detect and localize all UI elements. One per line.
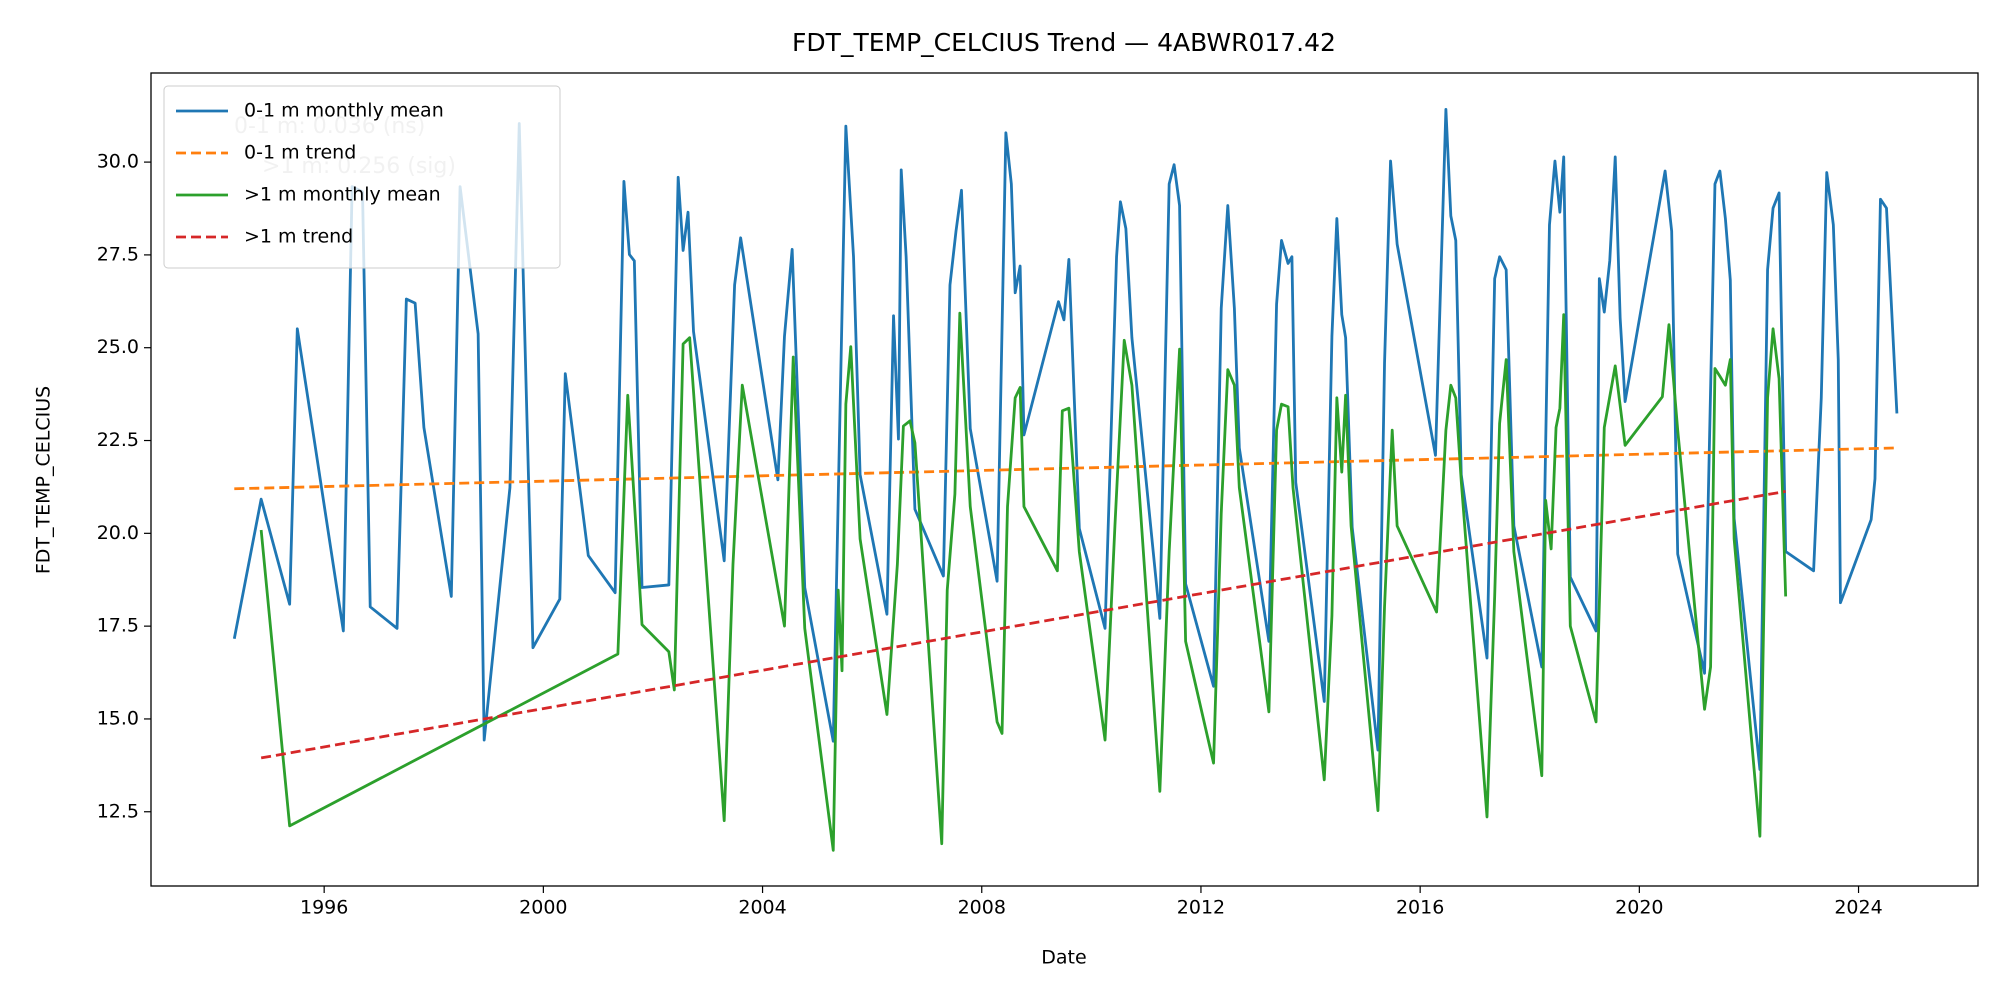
x-tick-label: 2020 [1615,897,1663,919]
plot-frame [150,72,1979,887]
x-tick-label: 2004 [738,897,786,919]
y-tick-label: 30.0 [97,151,139,173]
y-axis-label: FDT_TEMP_CELCIUS [33,386,55,574]
x-tick-label: 2024 [1834,897,1882,919]
series-line [259,311,1788,852]
y-tick-label: 20.0 [97,522,139,544]
x-tick-label: 2008 [958,897,1006,919]
x-tick-label: 1996 [300,897,348,919]
y-tick-label: 12.5 [97,800,139,822]
legend-label: 0-1 m monthly mean [244,100,444,122]
legend-label: >1 m monthly mean [244,184,441,206]
x-axis-label: Date [1041,947,1086,969]
series-line [234,446,1897,491]
y-tick-label: 17.5 [97,615,139,637]
y-tick-label: 25.0 [97,336,139,358]
y-tick-label: 27.5 [97,243,139,265]
chart-title: FDT_TEMP_CELCIUS Trend — 4ABWR017.42 [792,28,1336,57]
series-line [232,107,1899,771]
y-tick-label: 15.0 [97,707,139,729]
y-tick-label: 22.5 [97,429,139,451]
legend-box [163,85,561,269]
legend-label: 0-1 m trend [244,142,356,164]
x-tick-label: 2012 [1177,897,1225,919]
x-tick-label: 2016 [1396,897,1444,919]
series-line [260,490,1786,760]
legend-label: >1 m trend [244,226,353,248]
x-tick-label: 2000 [519,897,567,919]
